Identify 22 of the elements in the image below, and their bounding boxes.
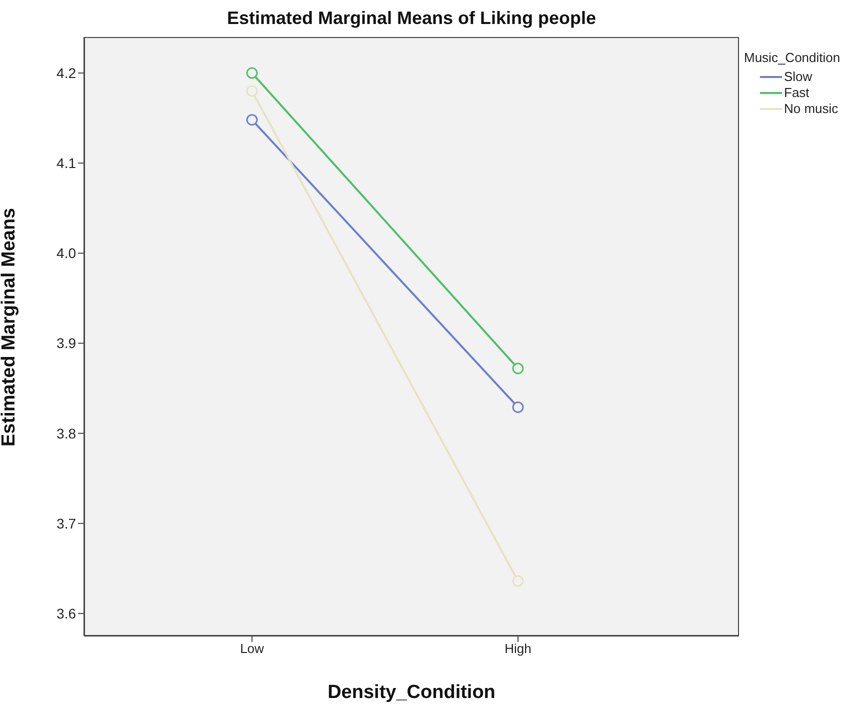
y-tick-label: 4.2 [56,65,76,81]
y-tick-label: 3.7 [56,515,76,532]
point [246,114,258,126]
point [512,362,524,374]
point [246,85,258,97]
y-tick-label: 4.0 [56,245,76,262]
legend-label: Slow [784,69,812,85]
y-tick-label: 3.9 [56,335,76,352]
y-tick-label: 3.6 [56,605,76,622]
legend-label: Fast [784,85,810,101]
point [512,401,524,413]
legend-label: No music [784,101,838,117]
y-tick-label: 3.8 [56,425,76,442]
point [246,67,258,79]
x-axis-title: Density_Condition [328,682,496,703]
x-tick-label: Low [240,641,265,656]
legend-title: Music_Condition [744,50,840,65]
y-axis-title: Estimated Marginal Means [0,208,20,446]
x-tick-label: High [504,641,532,656]
chart-title: Estimated Marginal Means of Liking people [226,8,598,29]
point [512,575,524,587]
y-tick-label: 4.1 [56,155,76,172]
